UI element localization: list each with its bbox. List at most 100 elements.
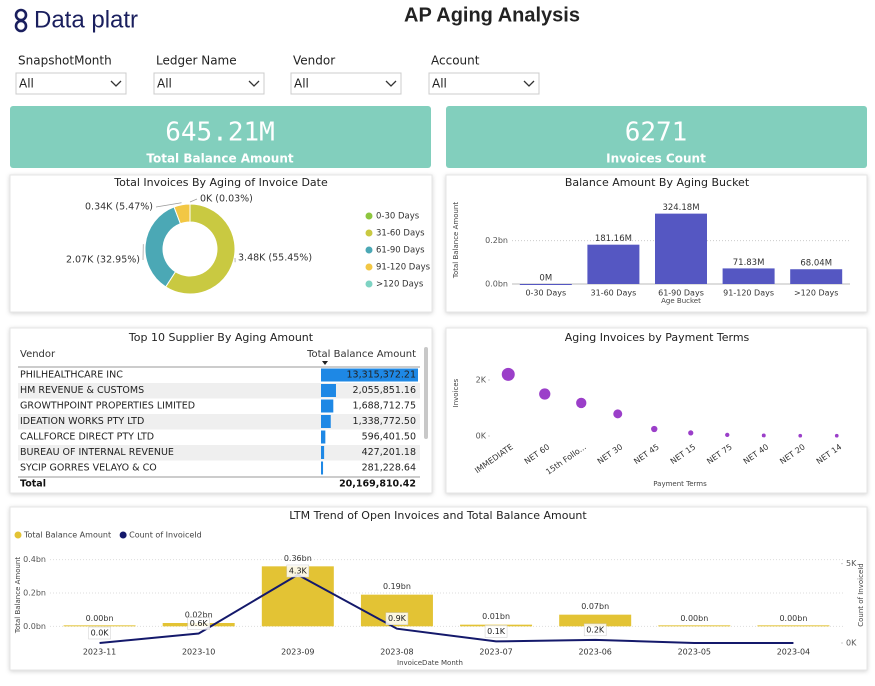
amount: 2,055,851.16: [353, 385, 416, 396]
bar: [757, 625, 830, 627]
data-bar: [321, 430, 326, 444]
amount: 13,315,372.21: [346, 370, 416, 381]
amount: 596,401.50: [362, 432, 416, 443]
chart-title: Total Invoices By Aging of Invoice Date: [113, 176, 328, 189]
scatter-point: [613, 409, 623, 419]
leader-line: [189, 198, 198, 203]
filter-label: Account: [431, 54, 480, 68]
y2-tick-label: 0K: [846, 639, 857, 648]
legend-label: Total Balance Amount: [23, 531, 111, 540]
dropdown-chevron[interactable]: [385, 80, 397, 87]
legend-label: 31-60 Days: [376, 229, 425, 239]
data-label: 324.18M: [662, 203, 699, 213]
dropdown[interactable]: [15, 72, 127, 95]
x-tick-label: 2023-09: [281, 648, 314, 657]
data-label: 0.1K: [487, 627, 506, 636]
donut-slice: [173, 203, 191, 225]
dropdown[interactable]: [290, 72, 402, 95]
bar: [722, 268, 775, 284]
column-header: Vendor: [20, 349, 56, 360]
data-label: 68.04M: [800, 259, 832, 269]
dropdown[interactable]: [153, 72, 265, 95]
legend-swatch: [119, 531, 127, 539]
scatter-point: [798, 433, 803, 438]
kpi-value: 6271: [625, 118, 688, 148]
x-tick-label: 2023-08: [380, 648, 413, 657]
scatter-point: [834, 433, 839, 438]
dropdown-value: All: [432, 77, 447, 91]
chart-title: LTM Trend of Open Invoices and Total Bal…: [289, 509, 587, 522]
bar: [658, 625, 731, 627]
data-bar: [321, 461, 324, 475]
bar: [790, 269, 843, 284]
data-label: 0.02bn: [185, 611, 213, 620]
scatter-point: [576, 397, 587, 409]
dropdown-chevron[interactable]: [523, 80, 535, 87]
y2-axis-title: Count of InvoiceId: [857, 563, 865, 627]
vendor-name: HM REVENUE & CUSTOMS: [20, 385, 144, 396]
x-tick-label: 31-60 Days: [591, 289, 637, 298]
x-tick-label: 2023-10: [182, 648, 215, 657]
logo: [14, 8, 28, 33]
kpi-label: Invoices Count: [606, 152, 706, 166]
legend-label: 61-90 Days: [376, 246, 425, 256]
dropdown-chevron[interactable]: [248, 80, 260, 87]
label-box: [88, 626, 111, 640]
amount: 281,228.64: [362, 463, 416, 474]
data-label: 0M: [539, 274, 552, 284]
x-tick-label: 0-30 Days: [525, 289, 566, 298]
kpi-value: 645.21M: [165, 118, 275, 148]
scatter-point: [501, 367, 515, 381]
vendor-name: SYCIP GORRES VELAYO & CO: [20, 463, 157, 474]
label-box: [484, 625, 508, 638]
data-label: 0.2K: [586, 625, 605, 634]
data-bar: [321, 384, 336, 397]
vendor-name: CALLFORCE DIRECT PTY LTD: [20, 432, 154, 443]
bar: [655, 213, 707, 284]
legend-swatch: [365, 229, 373, 237]
x-tick-label: 61-90 Days: [658, 289, 704, 298]
total-label: Total: [20, 479, 46, 490]
y-axis-title: Total Balance Amount: [452, 202, 460, 279]
sort-indicator[interactable]: [322, 361, 328, 365]
column-header: Total Balance Amount: [306, 349, 416, 360]
x-tick-label: 2023-11: [83, 648, 116, 657]
data-label: 0.00bn: [779, 614, 807, 623]
panel: [9, 327, 433, 494]
data-label: 0.00bn: [680, 614, 708, 623]
x-axis-title: InvoiceDate Month: [397, 659, 463, 667]
legend-swatch: [365, 212, 373, 220]
scrollbar[interactable]: [424, 347, 428, 439]
data-bar: [321, 399, 334, 413]
scatter-point: [761, 433, 766, 438]
data-label: 0.01bn: [482, 612, 510, 621]
data-label: 181.16M: [595, 234, 632, 244]
amount: 1,688,712.75: [353, 401, 416, 412]
legend-label: Count of InvoiceId: [129, 531, 202, 540]
dropdown-chevron[interactable]: [110, 80, 122, 87]
dropdown[interactable]: [428, 72, 540, 95]
x-axis-title: Age Bucket: [661, 297, 701, 305]
y-tick-label: 0.0bn: [485, 280, 508, 289]
amount: 1,338,772.50: [353, 416, 416, 427]
y-axis-title: Invoices: [452, 378, 460, 407]
table-title: Top 10 Supplier By Aging Amount: [128, 331, 314, 344]
scatter-point: [539, 388, 551, 400]
y-tick-label: 0.4bn: [23, 555, 46, 564]
data-label: 0.19bn: [383, 582, 411, 591]
x-axis-title: Payment Terms: [653, 480, 707, 488]
data-label: 4.3K: [289, 567, 308, 576]
legend-swatch: [365, 280, 373, 288]
vendor-name: IDEATION WORKS PTY LTD: [20, 416, 144, 427]
data-label: 0.07bn: [581, 602, 609, 611]
bar: [559, 614, 632, 627]
x-tick-label: >120 Days: [794, 289, 838, 298]
bar: [63, 625, 136, 627]
scatter-point: [688, 430, 694, 436]
data-bar: [321, 415, 331, 428]
dropdown-value: All: [19, 77, 34, 91]
dropdown-value: All: [294, 77, 309, 91]
legend-swatch: [365, 263, 373, 271]
dropdown-value: All: [157, 77, 172, 91]
